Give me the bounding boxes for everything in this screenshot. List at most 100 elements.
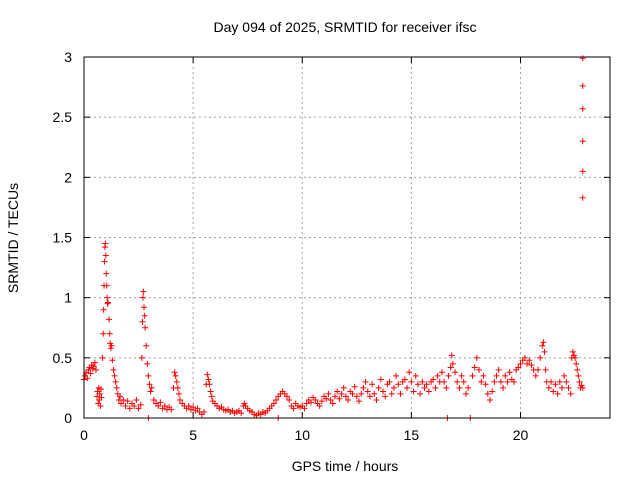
data-point [329, 400, 336, 407]
data-point [105, 299, 112, 306]
data-point [462, 390, 469, 397]
data-point [204, 371, 211, 378]
data-point [342, 393, 349, 400]
x-tick-label: 20 [513, 427, 529, 443]
data-point [579, 168, 586, 175]
y-tick-label: 1 [64, 290, 72, 306]
axis-ticks: 0 5 10 15 20 0 0.5 1 1.5 2 2.5 3 [53, 49, 610, 443]
data-point [155, 402, 162, 409]
data-point [456, 384, 463, 391]
data-point [84, 375, 91, 382]
data-point [316, 402, 323, 409]
data-point [550, 388, 557, 395]
data-point [140, 288, 147, 295]
data-point [270, 400, 277, 407]
data-point [185, 402, 192, 409]
data-point [97, 402, 104, 409]
data-point [465, 384, 472, 391]
data-point [554, 390, 561, 397]
data-point [173, 378, 180, 385]
data-point [510, 378, 517, 385]
data-point [502, 372, 509, 379]
data-point [360, 384, 367, 391]
data-point [238, 410, 245, 417]
data-point [273, 396, 280, 403]
x-tick-label: 5 [189, 427, 197, 443]
data-point [103, 270, 110, 277]
data-point [565, 384, 572, 391]
data-point [486, 396, 493, 403]
data-point [380, 388, 387, 395]
data-point [106, 330, 113, 337]
data-point [98, 386, 105, 393]
data-point [87, 370, 94, 377]
data-point [349, 390, 356, 397]
data-point [340, 384, 347, 391]
data-point [408, 378, 415, 385]
data-point [331, 393, 338, 400]
data-point [576, 378, 583, 385]
data-point [572, 354, 579, 361]
chart-title: Day 094 of 2025, SRMTID for receiver ifs… [214, 19, 477, 35]
data-point [445, 372, 452, 379]
data-point [579, 105, 586, 112]
data-point [537, 354, 544, 361]
data-point [143, 342, 150, 349]
data-point [126, 405, 133, 412]
data-point [124, 398, 131, 405]
data-point [517, 360, 524, 367]
data-point [382, 393, 389, 400]
data-point [404, 384, 411, 391]
y-axis-label: SRMTID / TECUs [5, 183, 21, 293]
data-point [469, 372, 476, 379]
data-point [104, 294, 111, 301]
data-point [521, 354, 528, 361]
data-point [410, 388, 417, 395]
data-point [113, 384, 120, 391]
data-point [100, 330, 107, 337]
x-tick-label: 15 [404, 427, 420, 443]
data-point [414, 381, 421, 388]
data-point [460, 378, 467, 385]
data-point [515, 364, 522, 371]
data-point [101, 258, 108, 265]
data-point [111, 372, 118, 379]
data-point [168, 406, 175, 413]
data-point [579, 55, 586, 62]
data-point [500, 384, 507, 391]
data-point [506, 369, 513, 376]
data-point [419, 378, 426, 385]
data-point [579, 138, 586, 145]
data-point [118, 400, 125, 407]
data-point [290, 405, 297, 412]
data-point [458, 372, 465, 379]
data-point [447, 364, 454, 371]
data-point [100, 306, 107, 313]
data-point [362, 378, 369, 385]
data-point [579, 194, 586, 201]
x-tick-label: 10 [294, 427, 310, 443]
data-point [351, 383, 358, 390]
data-point [356, 398, 363, 405]
data-point [552, 381, 559, 388]
y-tick-label: 2.5 [53, 109, 73, 125]
data-point [443, 384, 450, 391]
data-point [471, 364, 478, 371]
data-point [441, 378, 448, 385]
data-point [139, 318, 146, 325]
data-point [345, 396, 352, 403]
data-point [539, 342, 546, 349]
data-point [438, 369, 445, 376]
data-point [207, 388, 214, 395]
data-point [161, 402, 168, 409]
data-point [303, 400, 310, 407]
data-point [208, 393, 215, 400]
data-point [406, 369, 413, 376]
data-point [318, 398, 325, 405]
data-point [137, 401, 144, 408]
data-point [476, 366, 483, 373]
data-point [174, 384, 181, 391]
data-point [338, 390, 345, 397]
data-point [448, 352, 455, 359]
